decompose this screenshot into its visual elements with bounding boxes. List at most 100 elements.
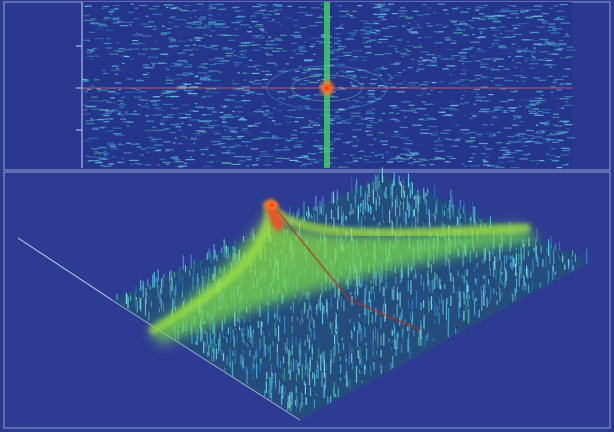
noise-streak bbox=[452, 8, 458, 9]
noise-streak bbox=[553, 117, 560, 118]
noise-streak bbox=[146, 16, 149, 17]
noise-streak bbox=[204, 26, 206, 27]
noise-streak bbox=[389, 159, 398, 160]
noise-streak bbox=[171, 96, 180, 97]
noise-streak bbox=[165, 83, 173, 84]
noise-streak bbox=[459, 21, 465, 22]
noise-streak bbox=[365, 161, 373, 162]
noise-streak bbox=[180, 32, 182, 33]
noise-streak bbox=[223, 47, 227, 48]
noise-streak bbox=[166, 164, 169, 165]
noise-streak bbox=[350, 155, 354, 156]
noise-streak bbox=[491, 27, 495, 28]
noise-streak bbox=[184, 5, 190, 6]
noise-streak bbox=[197, 72, 206, 73]
noise-streak bbox=[515, 135, 520, 136]
noise-streak bbox=[241, 54, 244, 55]
noise-streak bbox=[252, 6, 260, 7]
noise-streak bbox=[338, 46, 346, 47]
noise-streak bbox=[118, 100, 124, 101]
noise-streak bbox=[208, 14, 213, 15]
noise-streak bbox=[499, 33, 502, 34]
noise-streak bbox=[406, 84, 415, 85]
noise-streak bbox=[181, 136, 186, 137]
noise-streak bbox=[462, 61, 472, 62]
noise-streak bbox=[232, 111, 234, 112]
noise-streak bbox=[372, 20, 381, 21]
noise-streak bbox=[208, 109, 214, 110]
noise-streak bbox=[335, 111, 339, 112]
noise-streak bbox=[260, 47, 266, 48]
noise-streak bbox=[292, 78, 295, 79]
noise-streak bbox=[343, 154, 347, 155]
noise-streak bbox=[369, 144, 374, 145]
noise-streak bbox=[132, 43, 140, 44]
noise-streak bbox=[199, 66, 204, 67]
noise-streak bbox=[215, 161, 220, 162]
noise-streak bbox=[307, 116, 311, 117]
noise-streak bbox=[461, 98, 464, 99]
noise-streak bbox=[226, 55, 232, 56]
noise-streak bbox=[403, 54, 410, 55]
noise-streak bbox=[241, 86, 249, 87]
noise-streak bbox=[200, 149, 209, 150]
noise-streak bbox=[153, 114, 162, 115]
noise-streak bbox=[193, 44, 196, 45]
noise-streak bbox=[502, 156, 507, 157]
noise-streak bbox=[233, 146, 243, 147]
noise-streak bbox=[314, 94, 316, 95]
noise-streak bbox=[209, 4, 218, 5]
noise-streak bbox=[318, 80, 320, 81]
noise-streak bbox=[373, 33, 380, 34]
noise-streak bbox=[529, 113, 538, 114]
noise-streak bbox=[456, 29, 466, 30]
noise-streak bbox=[201, 5, 204, 6]
noise-streak bbox=[353, 30, 359, 31]
noise-streak bbox=[388, 74, 391, 75]
noise-streak bbox=[84, 80, 89, 81]
noise-streak bbox=[171, 157, 179, 158]
noise-streak bbox=[242, 128, 248, 129]
noise-streak bbox=[394, 63, 400, 64]
noise-streak bbox=[95, 56, 100, 57]
noise-streak bbox=[517, 46, 521, 47]
noise-streak bbox=[346, 167, 349, 168]
noise-streak bbox=[113, 20, 121, 21]
noise-streak bbox=[416, 71, 419, 72]
noise-streak bbox=[201, 154, 205, 155]
noise-streak bbox=[94, 153, 96, 154]
noise-streak bbox=[450, 158, 456, 159]
noise-streak bbox=[355, 100, 358, 101]
noise-streak bbox=[271, 138, 278, 139]
noise-streak bbox=[272, 135, 275, 136]
noise-streak bbox=[257, 65, 263, 66]
noise-streak bbox=[435, 24, 442, 25]
noise-streak bbox=[552, 142, 559, 143]
noise-streak bbox=[94, 157, 101, 158]
noise-streak bbox=[281, 50, 287, 51]
noise-streak bbox=[514, 90, 518, 91]
noise-streak bbox=[452, 101, 454, 102]
noise-streak bbox=[300, 127, 304, 128]
noise-streak bbox=[539, 51, 548, 52]
noise-streak bbox=[330, 131, 335, 132]
noise-streak bbox=[465, 140, 475, 141]
noise-streak bbox=[103, 19, 108, 20]
noise-streak bbox=[334, 43, 338, 44]
noise-streak bbox=[194, 37, 201, 38]
noise-streak bbox=[435, 132, 438, 133]
noise-streak bbox=[275, 65, 278, 66]
noise-streak bbox=[92, 100, 100, 101]
noise-streak bbox=[434, 31, 444, 32]
noise-streak bbox=[98, 90, 108, 91]
noise-streak bbox=[380, 154, 384, 155]
noise-streak bbox=[100, 165, 103, 166]
noise-streak bbox=[140, 91, 147, 92]
noise-streak bbox=[461, 56, 466, 57]
noise-streak bbox=[464, 102, 469, 103]
noise-streak bbox=[266, 110, 270, 111]
noise-streak bbox=[90, 160, 99, 161]
noise-streak bbox=[293, 130, 297, 131]
noise-streak bbox=[458, 60, 463, 61]
noise-streak bbox=[494, 134, 497, 135]
